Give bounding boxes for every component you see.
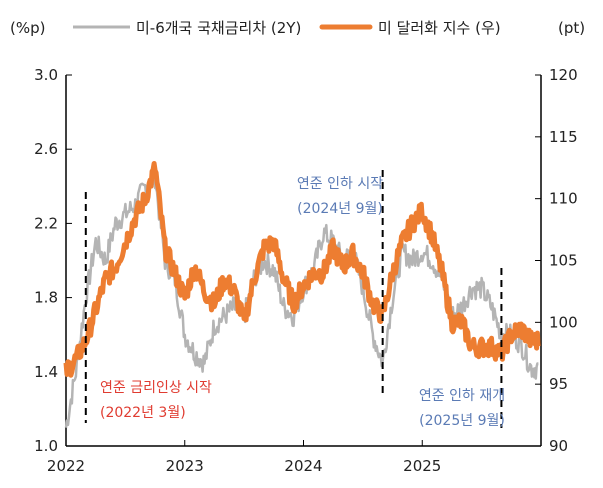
- annotation-date: (2024년 9월): [297, 201, 383, 217]
- right-unit-label: (pt): [558, 19, 585, 37]
- x-tick-label: 2022: [47, 457, 85, 475]
- x-tick-label: 2023: [166, 457, 204, 475]
- right-tick-label: 90: [549, 437, 568, 455]
- left-tick-label: 2.6: [34, 140, 58, 158]
- right-tick-label: 105: [549, 252, 578, 270]
- legend-label-dxy: 미 달러화 지수 (우): [378, 19, 501, 37]
- right-tick-label: 120: [549, 66, 578, 84]
- annotation-date: (2022년 3월): [100, 405, 186, 421]
- annotation-title: 연준 인하 시작: [297, 176, 383, 192]
- left-tick-label: 1.4: [34, 363, 58, 381]
- left-tick-label: 2.2: [34, 214, 58, 232]
- spread-line: [64, 166, 539, 428]
- annotation-title: 연준 금리인상 시작: [100, 380, 212, 396]
- x-tick-label: 2024: [284, 457, 322, 475]
- dxy-line: [63, 161, 541, 378]
- right-tick-label: 115: [549, 128, 578, 146]
- annotation-date: (2025년 9월): [419, 413, 505, 429]
- left-tick-label: 1.8: [34, 289, 58, 307]
- legend-label-spread: 미-6개국 국채금리차 (2Y): [136, 19, 301, 37]
- annotation-title: 연준 인하 재개: [419, 388, 505, 404]
- right-tick-label: 100: [549, 313, 578, 331]
- right-tick-label: 110: [549, 190, 578, 208]
- right-tick-label: 95: [549, 375, 568, 393]
- left-tick-label: 1.0: [34, 437, 58, 455]
- left-unit-label: (%p): [10, 19, 45, 37]
- x-tick-label: 2025: [403, 457, 441, 475]
- left-tick-label: 3.0: [34, 66, 58, 84]
